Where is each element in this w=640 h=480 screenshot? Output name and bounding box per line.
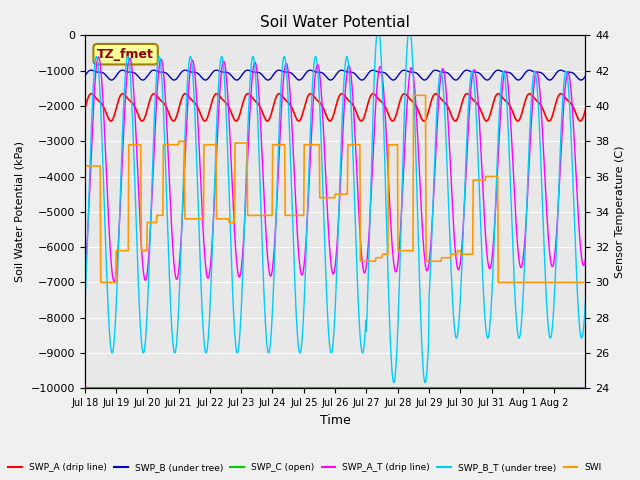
Text: TZ_fmet: TZ_fmet: [97, 48, 154, 60]
Title: Soil Water Potential: Soil Water Potential: [260, 15, 410, 30]
Legend: SWP_A (drip line), SWP_B (under tree), SWP_C (open), SWP_A_T (drip line), SWP_B_: SWP_A (drip line), SWP_B (under tree), S…: [4, 459, 605, 476]
Y-axis label: Sensor Temperature (C): Sensor Temperature (C): [615, 145, 625, 278]
Y-axis label: Soil Water Potential (kPa): Soil Water Potential (kPa): [15, 141, 25, 282]
X-axis label: Time: Time: [320, 414, 351, 427]
